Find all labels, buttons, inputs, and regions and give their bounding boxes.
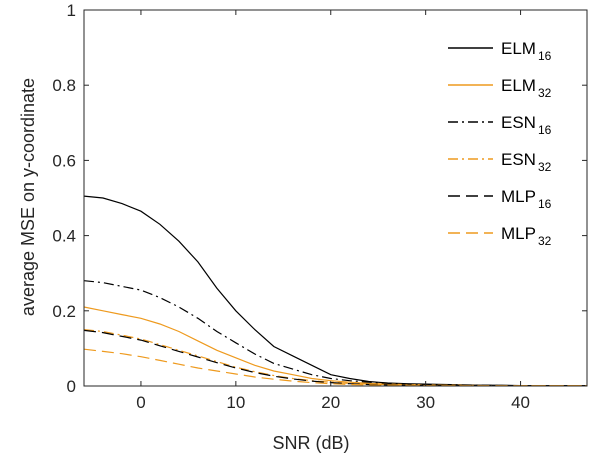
y-tick-label: 0: [67, 377, 76, 396]
plot-area: [84, 10, 587, 386]
x-tick-label: 40: [511, 393, 530, 412]
legend-label-mlp-16: MLP 16: [501, 187, 552, 211]
legend-label-elm-16: ELM 16: [501, 39, 552, 63]
legend-label-esn-32: ESN 32: [501, 150, 552, 174]
x-tick-label: 30: [416, 393, 435, 412]
legend-label-elm-32: ELM 32: [501, 76, 552, 100]
series-line-mlp-32: [83, 348, 587, 387]
series-line-esn-32: [83, 329, 587, 387]
x-tick-label: 10: [226, 393, 245, 412]
y-tick-label: 0.2: [52, 302, 76, 321]
series-line-esn-16: [83, 280, 587, 387]
plot-background: [84, 10, 587, 386]
y-axis-label: average MSE on y-coordinate: [18, 78, 38, 316]
x-axis-label: SNR (dB): [272, 433, 349, 453]
y-tick-label: 0.6: [52, 151, 76, 170]
y-tick-label: 0.4: [52, 227, 76, 246]
legend: ELM 16 ELM 32 ESN 16 ESN 32 MLP 16 MLP 32: [448, 39, 552, 248]
x-tick-label: 0: [136, 393, 145, 412]
axes: 0 10 20 30 40 0 0.2 0.4 0.6 0.8 1: [52, 1, 588, 412]
y-tick-label: 0.8: [52, 76, 76, 95]
legend-label-mlp-32: MLP 32: [501, 224, 552, 248]
axes-box: [83, 9, 588, 387]
legend-label-esn-16: ESN 16: [501, 113, 552, 137]
x-tick-label: 20: [321, 393, 340, 412]
y-tick-label: 1: [67, 1, 76, 20]
